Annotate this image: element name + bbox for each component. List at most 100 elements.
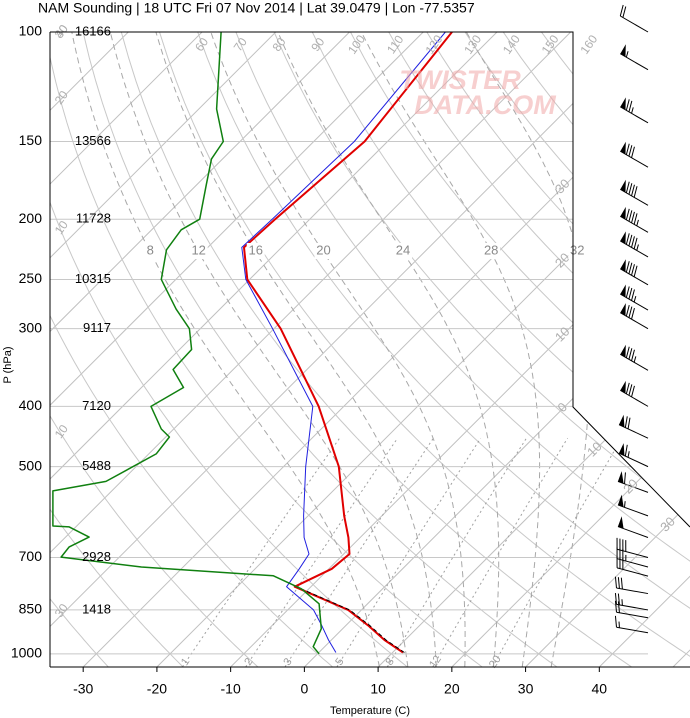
mixing-ratio-label: 20: [487, 653, 504, 670]
profile-line: [243, 32, 453, 654]
barb-feather: [624, 472, 626, 484]
height-label: 9117: [83, 320, 111, 335]
isotherm: [50, 32, 572, 667]
barb-staff: [620, 150, 649, 168]
profile-line: [241, 32, 446, 653]
dry-adiabat-label: 10: [52, 422, 71, 441]
barb-staff: [616, 558, 649, 568]
barb-feather: [633, 237, 638, 250]
dry-adiabat: [50, 32, 408, 667]
moist-adiabat: [360, 32, 541, 667]
barb-half: [627, 451, 630, 458]
barb-feather: [628, 262, 633, 274]
mixing-ratio-line: [181, 437, 341, 667]
height-label: 7120: [82, 398, 111, 413]
mixing-ratio-line: [492, 437, 623, 667]
dry-adiabat: [120, 32, 632, 667]
barb-staff: [618, 424, 649, 439]
moist-adiabat: [277, 32, 500, 667]
dry-adiabat-label: 90: [308, 35, 327, 54]
mixing-ratio-line: [284, 437, 434, 667]
y-axis-label: P (hPa): [2, 346, 14, 383]
barb-feather: [628, 287, 633, 300]
barb-feather: [631, 385, 635, 398]
moist-adiabat-label: 12: [191, 242, 205, 257]
wind-barb: [620, 380, 649, 407]
y-tick-label: 150: [19, 132, 43, 148]
barb-staff: [617, 504, 649, 517]
y-tick-label: 500: [19, 457, 43, 473]
x-tick-label: -10: [221, 681, 241, 697]
barb-feather: [631, 349, 635, 361]
dry-adiabat: [50, 32, 483, 667]
dry-adiabat-label: 150: [539, 32, 562, 57]
profile-line: [52, 32, 323, 655]
dry-adiabat: [50, 32, 259, 667]
wind-barb: [620, 44, 649, 71]
height-label: 11728: [76, 211, 111, 226]
mixing-ratio-line: [336, 437, 482, 667]
barb-half: [633, 295, 637, 303]
barb-staff: [620, 215, 649, 233]
barb-staff: [620, 15, 649, 33]
isotherm: [525, 32, 690, 667]
y-tick-label: 1000: [11, 645, 42, 661]
barb-feather: [628, 384, 633, 396]
plot-border: [50, 31, 690, 528]
wind-barb: [620, 231, 649, 258]
barb-feather: [631, 289, 635, 301]
wind-barbs: [614, 4, 649, 634]
barb-half: [631, 107, 634, 114]
isotherm: [377, 32, 690, 667]
barb-flag: [620, 179, 626, 193]
barb-staff: [620, 268, 649, 286]
barb-feather: [624, 416, 628, 428]
dry-adiabat: [311, 32, 690, 667]
wind-barb: [620, 97, 649, 124]
y-tick-label: 400: [19, 397, 43, 413]
barb-half: [624, 501, 626, 508]
label-bg: [394, 243, 413, 259]
moist-adiabat: [465, 32, 591, 667]
dry-adiabat-label: 10: [52, 218, 71, 237]
barb-feather: [620, 577, 623, 590]
barb-staff: [616, 567, 649, 577]
barb-staff: [620, 389, 649, 407]
mixing-ratio-label: 3: [281, 656, 294, 668]
dry-adiabat: [350, 32, 690, 667]
barb-feather: [617, 577, 620, 589]
barb-feather: [625, 233, 630, 245]
barb-feather: [631, 211, 635, 223]
isotherm: [451, 32, 690, 667]
barb-staff: [617, 526, 649, 538]
barb-feather: [628, 210, 633, 222]
barb-flag: [618, 443, 625, 456]
barb-flag: [620, 259, 626, 272]
barb-feather: [622, 6, 627, 18]
isotherm-label: 10: [584, 439, 605, 460]
wind-barb: [620, 259, 649, 286]
barb-feather: [633, 265, 638, 277]
isotherm: [50, 32, 350, 667]
barb-half: [636, 219, 639, 227]
wind-barb: [617, 471, 649, 493]
x-axis-label: Temperature (C): [330, 705, 410, 717]
dry-adiabat-label: 140: [500, 32, 523, 57]
barb-feather: [619, 4, 624, 17]
x-tick-label: 10: [370, 681, 386, 697]
wind-barb: [619, 4, 649, 33]
barb-feather: [625, 286, 630, 298]
isotherm: [50, 32, 645, 667]
dry-adiabat-label: 160: [577, 32, 600, 57]
wind-barb: [616, 537, 649, 558]
barb-feather: [631, 146, 635, 158]
dry-adiabat-label: 30: [52, 22, 71, 41]
barb-staff: [620, 240, 649, 258]
barb-staff: [616, 611, 649, 619]
wind-barb: [620, 179, 649, 206]
barb-feather: [628, 100, 633, 112]
moist-adiabat-label: 24: [396, 242, 410, 257]
barb-feather: [625, 181, 630, 193]
barb-flag: [620, 303, 626, 316]
dry-adiabat-label: 130: [461, 32, 484, 57]
